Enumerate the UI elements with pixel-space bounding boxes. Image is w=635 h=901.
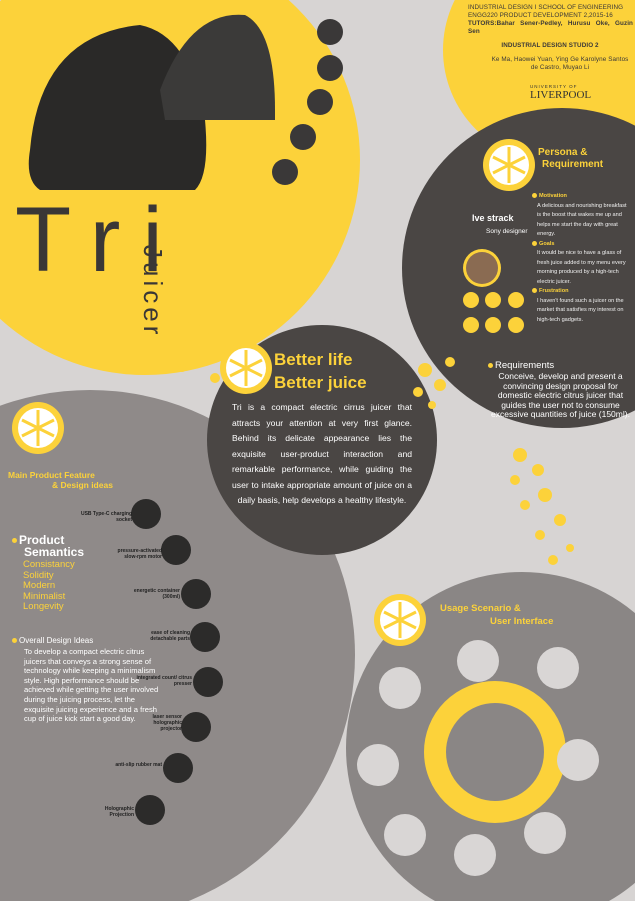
lemon-icon bbox=[374, 594, 426, 646]
callout: anti-slip rubber mat bbox=[115, 762, 162, 768]
label-line: Semantics bbox=[24, 545, 85, 559]
course-info: INDUSTRIAL DESIGN I SCHOOL OF ENGINEERIN… bbox=[468, 4, 633, 36]
persona-photo bbox=[463, 249, 501, 287]
section-label: Goals bbox=[532, 240, 630, 250]
requirements-label: Requirements bbox=[488, 360, 554, 371]
semantics-label: Product Semantics bbox=[12, 534, 84, 558]
authors: Ke Ma, Haowei Yuan, Ying Ge Karolyne San… bbox=[491, 56, 629, 71]
usage-ring bbox=[424, 681, 566, 823]
persona-heading: Persona & Requirement bbox=[538, 147, 603, 171]
persona-sections: Motivation A delicious and nourishing br… bbox=[532, 192, 630, 325]
usage-heading: Usage Scenario & User Interface bbox=[440, 602, 553, 628]
feature-photos bbox=[131, 499, 223, 825]
heading-line: & Design ideas bbox=[52, 480, 113, 490]
section-label: Frustration bbox=[532, 287, 630, 297]
heading-line: Requirement bbox=[542, 159, 604, 170]
heading-line: Main Product Feature bbox=[8, 470, 95, 480]
usage-photos bbox=[357, 640, 599, 876]
heading-line: User Interface bbox=[490, 616, 554, 627]
semantic: Minimalist bbox=[23, 590, 66, 602]
section-text: A delicious and nourishing breakfast is … bbox=[537, 202, 627, 238]
heading-line: Usage Scenario & bbox=[440, 603, 521, 614]
semantic: Modern bbox=[23, 580, 56, 591]
label-line: Product bbox=[12, 534, 84, 546]
tagline: Better life Better juice bbox=[274, 348, 367, 394]
tagline-line: Better life bbox=[274, 350, 353, 369]
callout: Holographic Projection bbox=[104, 806, 134, 818]
product-render bbox=[28, 25, 207, 190]
callout: energetic container (300ml) bbox=[133, 588, 180, 600]
persona-role: Sony designer bbox=[486, 228, 528, 235]
features-heading: Main Product Feature & Design ideas bbox=[8, 470, 113, 490]
semantics-list: Consistancy Solidity Modern Minimalist L… bbox=[23, 559, 75, 613]
heading-line: Persona & bbox=[538, 147, 588, 158]
semantic: Longevity bbox=[23, 601, 64, 612]
lemon-icon bbox=[220, 342, 272, 394]
section-text: I haven't found such a juicer on the mar… bbox=[537, 297, 624, 323]
tagline-line: Better juice bbox=[274, 373, 367, 392]
ideas-label: Overall Design Ideas bbox=[12, 636, 93, 645]
callout: ease of cleaning detachable parts bbox=[150, 630, 190, 642]
ideas: To develop a compact electric citrus jui… bbox=[24, 647, 159, 724]
lemon-icon bbox=[12, 402, 64, 454]
callout: integrated count/ citrus presser bbox=[136, 675, 192, 687]
intro: Tri is a compact electric cirrus juicer … bbox=[232, 402, 412, 505]
callout: USB Type-C charging socket bbox=[80, 511, 132, 523]
studio: INDUSTRIAL DESIGN STUDIO 2 bbox=[501, 42, 599, 49]
university: LIVERPOOL bbox=[530, 89, 592, 101]
dot-trail bbox=[178, 313, 574, 565]
product-thumbnails bbox=[272, 19, 343, 185]
lemon-icon bbox=[483, 139, 535, 191]
callout: laser sensor holographic projector bbox=[152, 714, 182, 732]
persona-name: Ive strack bbox=[472, 213, 514, 223]
semantic: Solidity bbox=[23, 569, 54, 581]
section-text: It would be nice to have a glass of fres… bbox=[537, 250, 626, 285]
university-small: UNIVERSITY OF bbox=[530, 84, 578, 89]
section-label: Motivation bbox=[532, 192, 630, 202]
product-render bbox=[160, 14, 275, 120]
course-line: ENGG220 PRODUCT DEVELOPMENT 2,2015-16 bbox=[468, 12, 613, 19]
requirements: Conceive, develop and present a convinci… bbox=[491, 371, 630, 419]
subtitle: Juicer bbox=[138, 245, 168, 339]
title: Tri bbox=[15, 189, 185, 291]
course-line: TUTORS:Bahar Sener-Pedley, Hurusu Oke, G… bbox=[468, 20, 633, 35]
course-line: INDUSTRIAL DESIGN I SCHOOL OF ENGINEERIN… bbox=[468, 4, 624, 11]
dark-disc bbox=[402, 108, 635, 428]
semantic: Consistancy bbox=[23, 559, 75, 570]
persona-icons bbox=[463, 292, 524, 333]
callout: pressure-activated slow-rpm motor bbox=[117, 548, 162, 560]
